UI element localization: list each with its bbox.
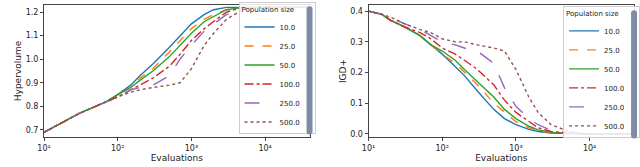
svg-text:10⁴: 10⁴ <box>258 144 271 153</box>
svg-text:Evaluations: Evaluations <box>475 153 527 163</box>
svg-text:1.1: 1.1 <box>26 31 39 40</box>
svg-text:Evaluations: Evaluations <box>151 153 203 163</box>
svg-text:10.0: 10.0 <box>604 28 620 36</box>
svg-text:0.7: 0.7 <box>26 126 39 135</box>
svg-text:10¹: 10¹ <box>37 144 50 153</box>
svg-text:250.0: 250.0 <box>604 104 624 112</box>
svg-text:250.0: 250.0 <box>280 100 300 108</box>
svg-text:25.0: 25.0 <box>280 43 296 51</box>
svg-text:1.0: 1.0 <box>26 55 39 64</box>
svg-text:100.0: 100.0 <box>604 85 624 93</box>
svg-text:0.3: 0.3 <box>350 38 363 47</box>
svg-text:0.4: 0.4 <box>350 7 363 16</box>
svg-text:25.0: 25.0 <box>604 47 620 55</box>
svg-text:1.2: 1.2 <box>26 8 39 17</box>
svg-text:10²: 10² <box>111 144 124 153</box>
svg-text:0.0: 0.0 <box>350 130 363 139</box>
svg-text:10³: 10³ <box>185 144 198 153</box>
svg-text:0.8: 0.8 <box>26 102 39 111</box>
svg-text:50.0: 50.0 <box>280 62 296 70</box>
svg-text:IGD+: IGD+ <box>338 59 348 83</box>
svg-text:0.1: 0.1 <box>350 99 363 108</box>
svg-text:Population size: Population size <box>242 6 295 14</box>
svg-text:100.0: 100.0 <box>280 81 300 89</box>
svg-text:500.0: 500.0 <box>604 123 624 131</box>
svg-text:10⁴: 10⁴ <box>583 144 596 153</box>
svg-text:10.0: 10.0 <box>280 24 296 32</box>
svg-text:50.0: 50.0 <box>604 66 620 74</box>
svg-text:Hypervolume: Hypervolume <box>13 40 23 101</box>
svg-text:0.2: 0.2 <box>350 68 363 77</box>
svg-text:0.9: 0.9 <box>26 79 39 88</box>
svg-text:10¹: 10¹ <box>362 144 375 153</box>
svg-text:10³: 10³ <box>509 144 522 153</box>
svg-text:Population size: Population size <box>566 10 619 18</box>
svg-text:500.0: 500.0 <box>280 119 300 127</box>
svg-text:10²: 10² <box>436 144 449 153</box>
